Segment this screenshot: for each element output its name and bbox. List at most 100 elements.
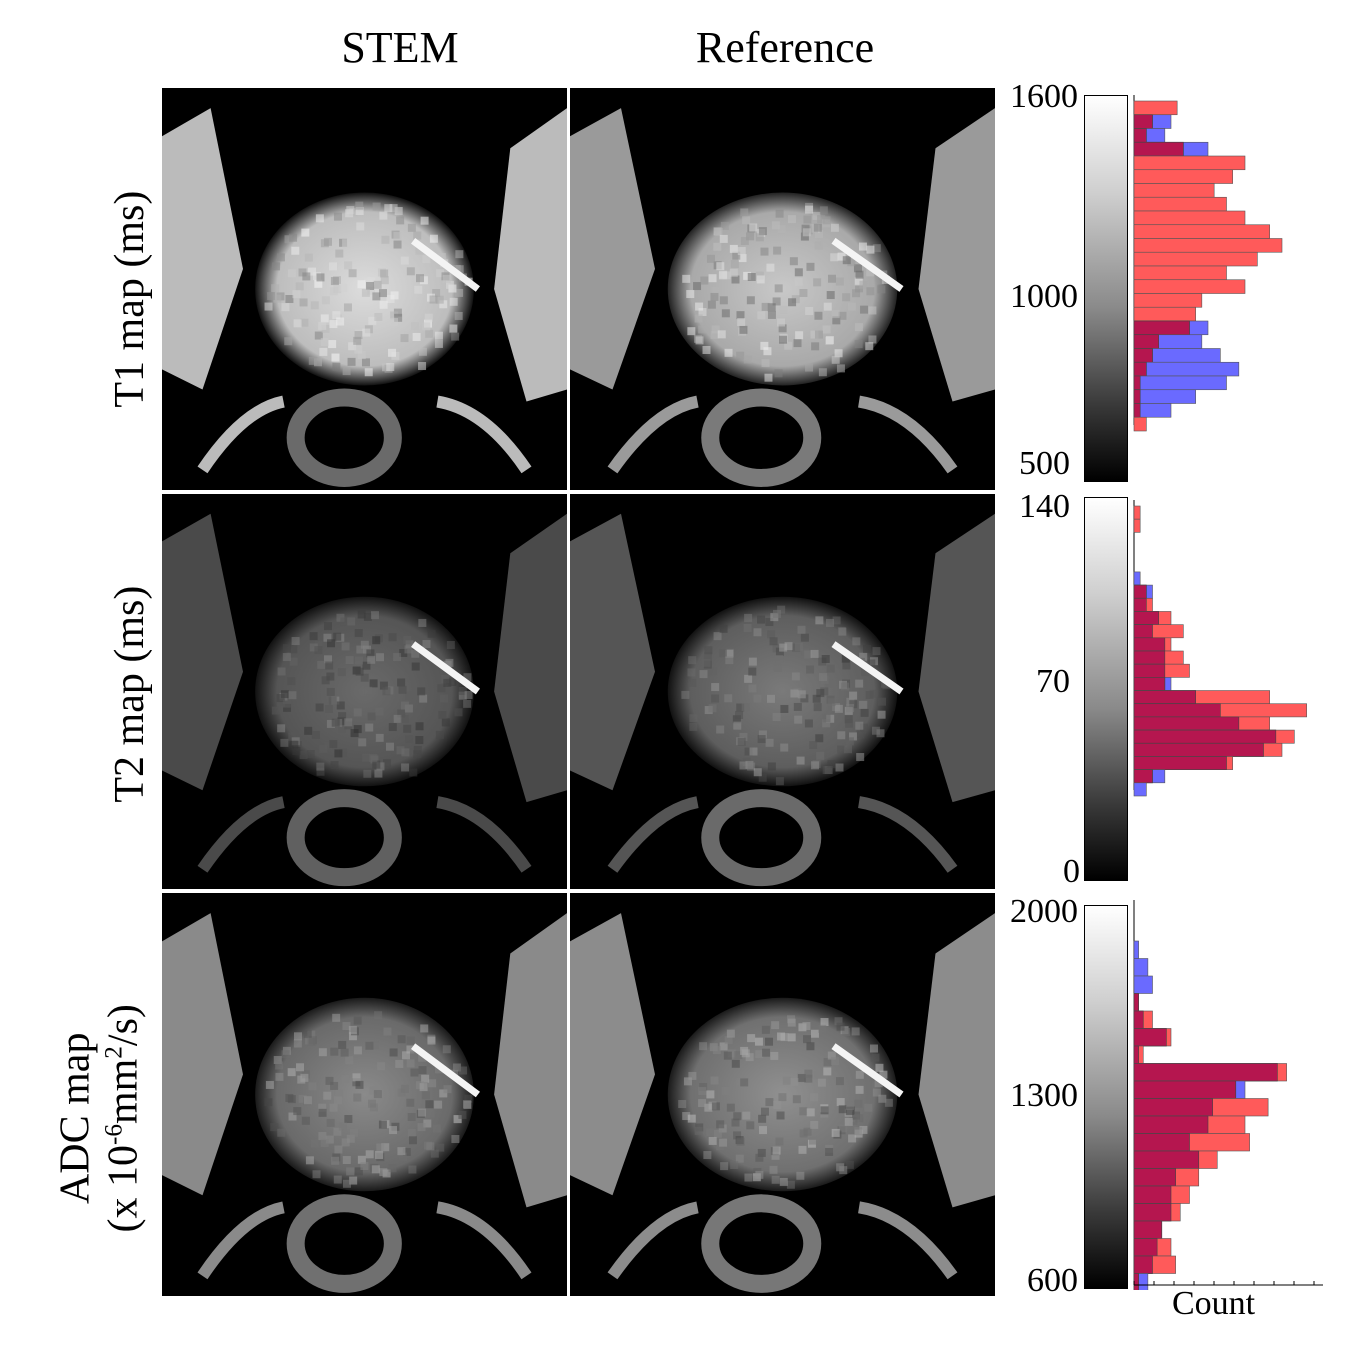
mri-texture [397, 678, 406, 687]
mri-texture [309, 632, 318, 641]
mri-texture [418, 1066, 427, 1075]
mri-texture [426, 1142, 435, 1151]
hist-bar-overlap [1133, 334, 1159, 349]
mri-texture [775, 1137, 784, 1146]
mri-texture [755, 233, 764, 242]
mri-texture [443, 678, 452, 687]
mri-texture [350, 1128, 359, 1137]
mri-texture [373, 280, 382, 289]
mri-texture [362, 328, 371, 337]
mri-texture [702, 658, 711, 667]
t2-stem-image [162, 494, 567, 889]
mri-texture [420, 216, 429, 225]
mri-texture [434, 331, 443, 340]
mri-texture [719, 624, 728, 633]
mri-texture [788, 298, 797, 307]
mri-texture [374, 312, 383, 321]
mri-texture [737, 737, 746, 746]
mri-texture [414, 285, 423, 294]
mri-texture [770, 1051, 779, 1060]
mri-texture [315, 703, 324, 712]
mri-texture [325, 661, 334, 670]
mri-texture [699, 670, 708, 679]
mri-texture [760, 247, 769, 256]
mri-texture [776, 318, 785, 327]
mri-texture [331, 1156, 340, 1165]
hist-bar-red [1133, 279, 1246, 294]
mri-texture [296, 1063, 305, 1072]
mri-texture [790, 689, 799, 698]
mri-texture [739, 325, 748, 334]
mri-texture [831, 1128, 840, 1137]
mri-texture [842, 293, 851, 302]
mri-texture [330, 1047, 339, 1056]
mri-texture [422, 640, 431, 649]
mri-texture [405, 735, 414, 744]
mri-texture [777, 605, 786, 614]
mri-texture [427, 629, 436, 638]
mri-texture [422, 255, 431, 264]
mri-texture [858, 242, 867, 251]
mri-texture [708, 704, 717, 713]
hist-bar-overlap [1133, 1028, 1167, 1047]
mri-texture [323, 1091, 332, 1100]
mri-texture [717, 330, 726, 339]
mri-texture [319, 347, 328, 356]
hist-bar-blue [1133, 975, 1153, 994]
mri-texture [847, 258, 856, 267]
mri-texture [835, 1077, 844, 1086]
mri-texture [280, 738, 289, 747]
mri-texture [334, 1089, 343, 1098]
mri-texture [735, 710, 744, 719]
mri-texture [367, 712, 376, 721]
mri-texture [434, 339, 443, 348]
mri-left-muscle [162, 108, 243, 390]
mri-texture [368, 732, 377, 741]
mri-texture [373, 1090, 382, 1099]
adc-reference-image [570, 893, 995, 1296]
mri-texture [375, 733, 384, 742]
mri-texture [458, 686, 467, 695]
mri-texture [401, 748, 410, 757]
mri-texture [404, 645, 413, 654]
mri-texture [397, 709, 406, 718]
mri-texture [805, 306, 814, 315]
mri-texture [372, 202, 381, 211]
mri-texture [758, 227, 767, 236]
mri-texture [719, 234, 728, 243]
mri-texture [346, 1134, 355, 1143]
mri-texture [803, 215, 812, 224]
mri-texture [310, 301, 319, 310]
mri-texture [855, 679, 864, 688]
mri-texture [838, 1105, 847, 1114]
mri-texture [270, 1123, 279, 1132]
mri-texture [292, 747, 301, 756]
mri-texture [757, 615, 766, 624]
mri-texture [879, 1070, 888, 1079]
hist-bar-overlap [1133, 703, 1221, 718]
mri-texture [763, 347, 772, 356]
mri-texture [264, 1098, 273, 1107]
mri-texture [332, 362, 341, 371]
mri-texture [708, 1136, 717, 1145]
mri-texture [838, 311, 847, 320]
mri-texture [355, 201, 364, 210]
mri-texture [328, 696, 337, 705]
mri-bright-rim [411, 1043, 480, 1098]
mri-texture [406, 1059, 415, 1068]
mri-texture [368, 1099, 377, 1108]
hist-bar-overlap [1133, 320, 1190, 336]
mri-pelvic-band-left [607, 395, 699, 474]
mri-texture [353, 1093, 362, 1102]
mri-texture [863, 644, 872, 653]
mri-texture [741, 703, 750, 712]
mri-texture [757, 1148, 766, 1157]
mri-texture [329, 262, 338, 271]
mri-texture [860, 305, 869, 314]
mri-texture [360, 673, 369, 682]
mri-texture [804, 650, 813, 659]
mri-texture [698, 308, 707, 317]
mri-texture [747, 762, 756, 771]
mri-texture [846, 704, 855, 713]
mri-texture [767, 303, 776, 312]
